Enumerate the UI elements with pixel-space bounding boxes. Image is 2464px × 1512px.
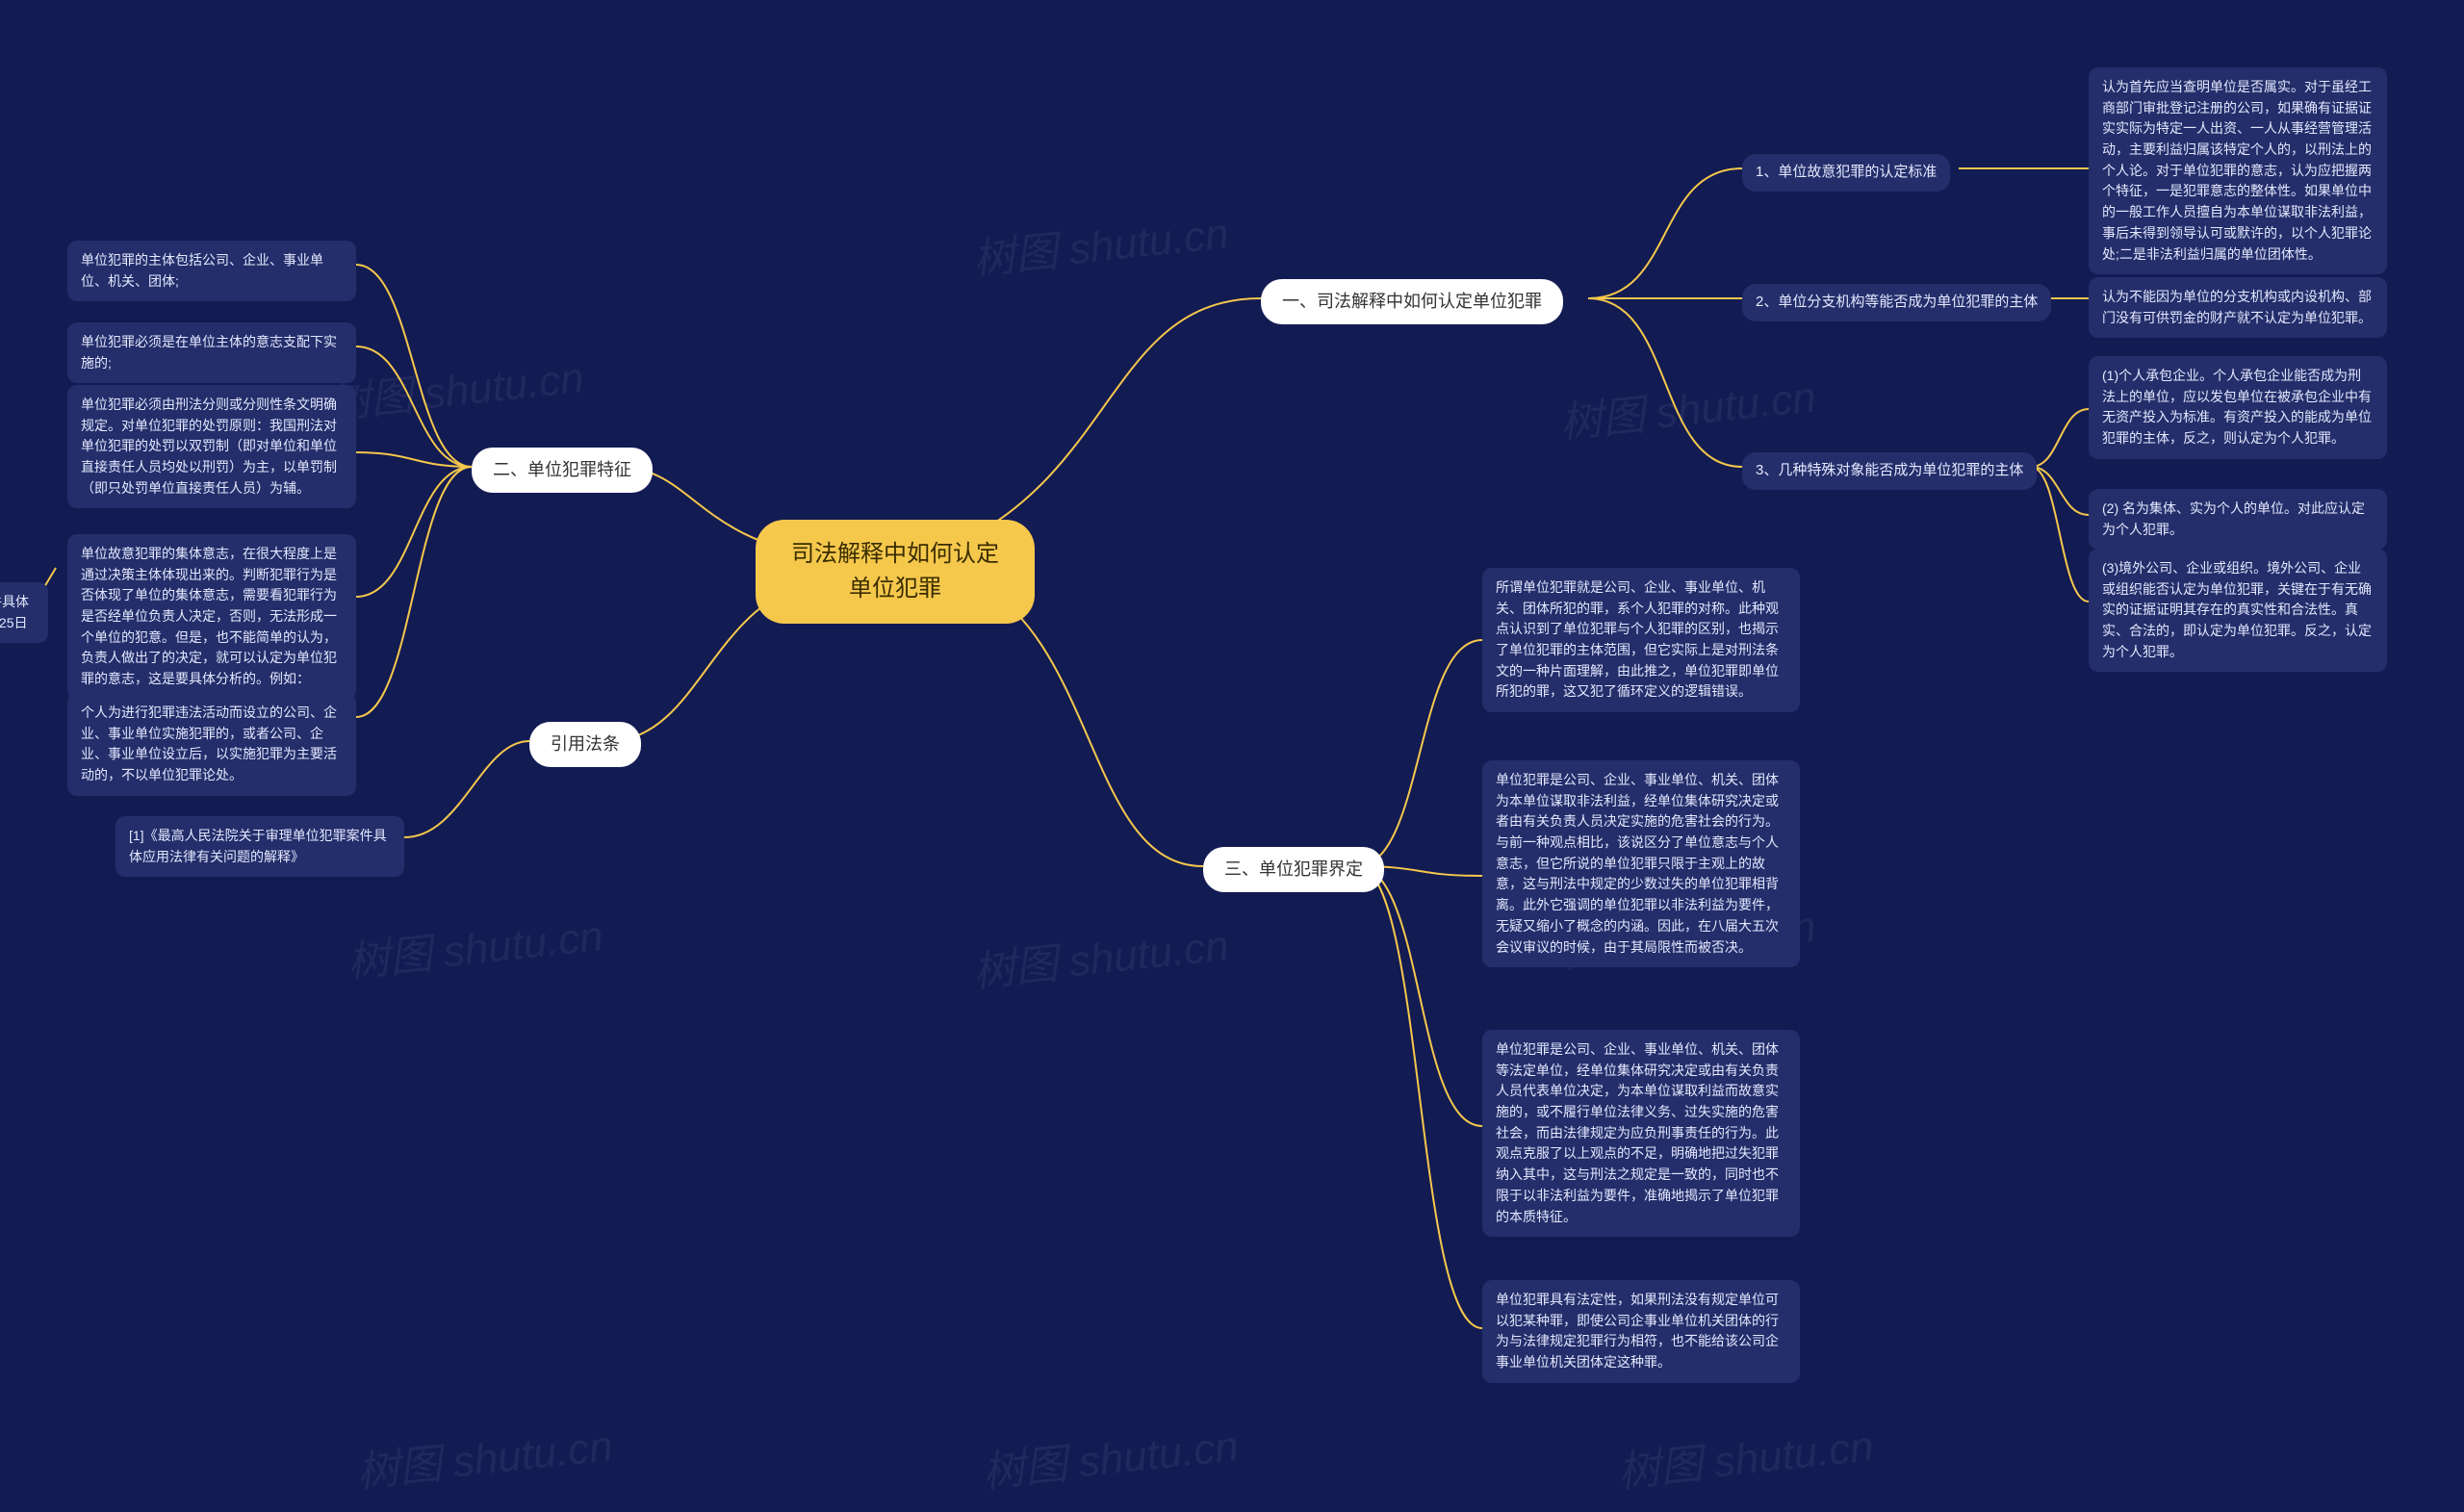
b1-s1-leaf-text: 认为首先应当查明单位是否属实。对于虽经工商部门审批登记注册的公司，如果确有证据证… (2102, 79, 2372, 262)
b3-leaf-2-text: 单位犯罪是公司、企业、事业单位、机关、团体为本单位谋取非法利益，经单位集体研究决… (1496, 772, 1779, 955)
b2-leaf-4[interactable]: 单位故意犯罪的集体意志，在很大程度上是通过决策主体体现出来的。判断犯罪行为是否体… (67, 534, 356, 700)
watermark: 树图 shutu.cn (324, 343, 586, 431)
b3-leaf-1-text: 所谓单位犯罪就是公司、企业、事业单位、机关、团体所犯的罪，系个人犯罪的对称。此种… (1496, 579, 1779, 699)
b2-leaf-1-text: 单位犯罪的主体包括公司、企业、事业单位、机关、团体; (81, 252, 323, 289)
branch-2-label: 二、单位犯罪特征 (493, 460, 631, 479)
root-label: 司法解释中如何认定单位犯罪 (791, 541, 999, 602)
b1-sub-1-label: 1、单位故意犯罪的认定标准 (1756, 164, 1937, 180)
b1-s3-leaf-2[interactable]: (2) 名为集体、实为个人的单位。对此应认定为个人犯罪。 (2089, 489, 2387, 550)
branch-2[interactable]: 二、单位犯罪特征 (472, 448, 653, 493)
b3-leaf-4[interactable]: 单位犯罪具有法定性，如果刑法没有规定单位可以犯某种罪，即使公司企事业单位机关团体… (1482, 1280, 1800, 1383)
b3-leaf-1[interactable]: 所谓单位犯罪就是公司、企业、事业单位、机关、团体所犯的罪，系个人犯罪的对称。此种… (1482, 568, 1800, 712)
b3-leaf-2[interactable]: 单位犯罪是公司、企业、事业单位、机关、团体为本单位谋取非法利益，经单位集体研究决… (1482, 760, 1800, 967)
branch-4-label: 引用法条 (551, 734, 620, 754)
b1-s2-leaf[interactable]: 认为不能因为单位的分支机构或内设机构、部门没有可供罚金的财产就不认定为单位犯罪。 (2089, 277, 2387, 338)
watermark: 树图 shutu.cn (969, 910, 1231, 999)
b3-leaf-4-text: 单位犯罪具有法定性，如果刑法没有规定单位可以犯某种罪，即使公司企事业单位机关团体… (1496, 1292, 1779, 1370)
b1-sub-3-label: 3、几种特殊对象能否成为单位犯罪的主体 (1756, 462, 2023, 478)
b1-s1-leaf[interactable]: 认为首先应当查明单位是否属实。对于虽经工商部门审批登记注册的公司，如果确有证据证… (2089, 67, 2387, 274)
branch-1-label: 一、司法解释中如何认定单位犯罪 (1282, 292, 1542, 311)
branch-1[interactable]: 一、司法解释中如何认定单位犯罪 (1261, 279, 1563, 324)
b2-leaf-5[interactable]: 个人为进行犯罪违法活动而设立的公司、企业、事业单位实施犯罪的，或者公司、企业、事… (67, 693, 356, 796)
branch-4[interactable]: 引用法条 (529, 722, 641, 767)
root-node[interactable]: 司法解释中如何认定单位犯罪 (756, 520, 1035, 624)
watermark: 树图 shutu.cn (979, 1411, 1241, 1499)
b2-ref[interactable]: 《最高人民法院关于审理单位犯罪案件具体应用法律有关问题的解释》1999年6月25… (0, 582, 48, 643)
b4-leaf[interactable]: [1]《最高人民法院关于审理单位犯罪案件具体应用法律有关问题的解释》 (116, 816, 404, 877)
b1-s3-leaf-1[interactable]: (1)个人承包企业。个人承包企业能否成为刑法上的单位，应以发包单位在被承包企业中… (2089, 356, 2387, 459)
b2-leaf-4-text: 单位故意犯罪的集体意志，在很大程度上是通过决策主体体现出来的。判断犯罪行为是否体… (81, 546, 337, 686)
watermark: 树图 shutu.cn (969, 198, 1231, 287)
watermark: 树图 shutu.cn (1614, 1411, 1876, 1499)
b1-s3-leaf-1-text: (1)个人承包企业。个人承包企业能否成为刑法上的单位，应以发包单位在被承包企业中… (2102, 368, 2372, 446)
b1-s3-leaf-3-text: (3)境外公司、企业或组织。境外公司、企业或组织能否认定为单位犯罪，关键在于有无… (2102, 560, 2372, 659)
b1-sub-2[interactable]: 2、单位分支机构等能否成为单位犯罪的主体 (1742, 284, 2051, 321)
b1-sub-3[interactable]: 3、几种特殊对象能否成为单位犯罪的主体 (1742, 452, 2037, 490)
b2-leaf-3[interactable]: 单位犯罪必须由刑法分则或分则性条文明确规定。对单位犯罪的处罚原则：我国刑法对单位… (67, 385, 356, 508)
b2-leaf-5-text: 个人为进行犯罪违法活动而设立的公司、企业、事业单位实施犯罪的，或者公司、企业、事… (81, 705, 337, 782)
b3-leaf-3-text: 单位犯罪是公司、企业、事业单位、机关、团体等法定单位，经单位集体研究决定或由有关… (1496, 1041, 1779, 1224)
b2-leaf-1[interactable]: 单位犯罪的主体包括公司、企业、事业单位、机关、团体; (67, 241, 356, 301)
b1-sub-2-label: 2、单位分支机构等能否成为单位犯罪的主体 (1756, 294, 2038, 310)
watermark: 树图 shutu.cn (344, 901, 605, 989)
branch-3[interactable]: 三、单位犯罪界定 (1203, 847, 1384, 892)
b2-leaf-2[interactable]: 单位犯罪必须是在单位主体的意志支配下实施的; (67, 322, 356, 383)
b1-sub-1[interactable]: 1、单位故意犯罪的认定标准 (1742, 154, 1950, 192)
branch-3-label: 三、单位犯罪界定 (1224, 859, 1363, 879)
b2-ref-text: 《最高人民法院关于审理单位犯罪案件具体应用法律有关问题的解释》1999年6月25… (0, 594, 29, 630)
b3-leaf-3[interactable]: 单位犯罪是公司、企业、事业单位、机关、团体等法定单位，经单位集体研究决定或由有关… (1482, 1030, 1800, 1237)
b4-leaf-text: [1]《最高人民法院关于审理单位犯罪案件具体应用法律有关问题的解释》 (129, 828, 387, 864)
watermark: 树图 shutu.cn (1556, 362, 1818, 450)
b1-s3-leaf-3[interactable]: (3)境外公司、企业或组织。境外公司、企业或组织能否认定为单位犯罪，关键在于有无… (2089, 549, 2387, 672)
b1-s2-leaf-text: 认为不能因为单位的分支机构或内设机构、部门没有可供罚金的财产就不认定为单位犯罪。 (2102, 289, 2372, 325)
b1-s3-leaf-2-text: (2) 名为集体、实为个人的单位。对此应认定为个人犯罪。 (2102, 500, 2365, 537)
b2-leaf-2-text: 单位犯罪必须是在单位主体的意志支配下实施的; (81, 334, 337, 371)
b2-leaf-3-text: 单位犯罪必须由刑法分则或分则性条文明确规定。对单位犯罪的处罚原则：我国刑法对单位… (81, 397, 337, 496)
watermark: 树图 shutu.cn (353, 1411, 615, 1499)
